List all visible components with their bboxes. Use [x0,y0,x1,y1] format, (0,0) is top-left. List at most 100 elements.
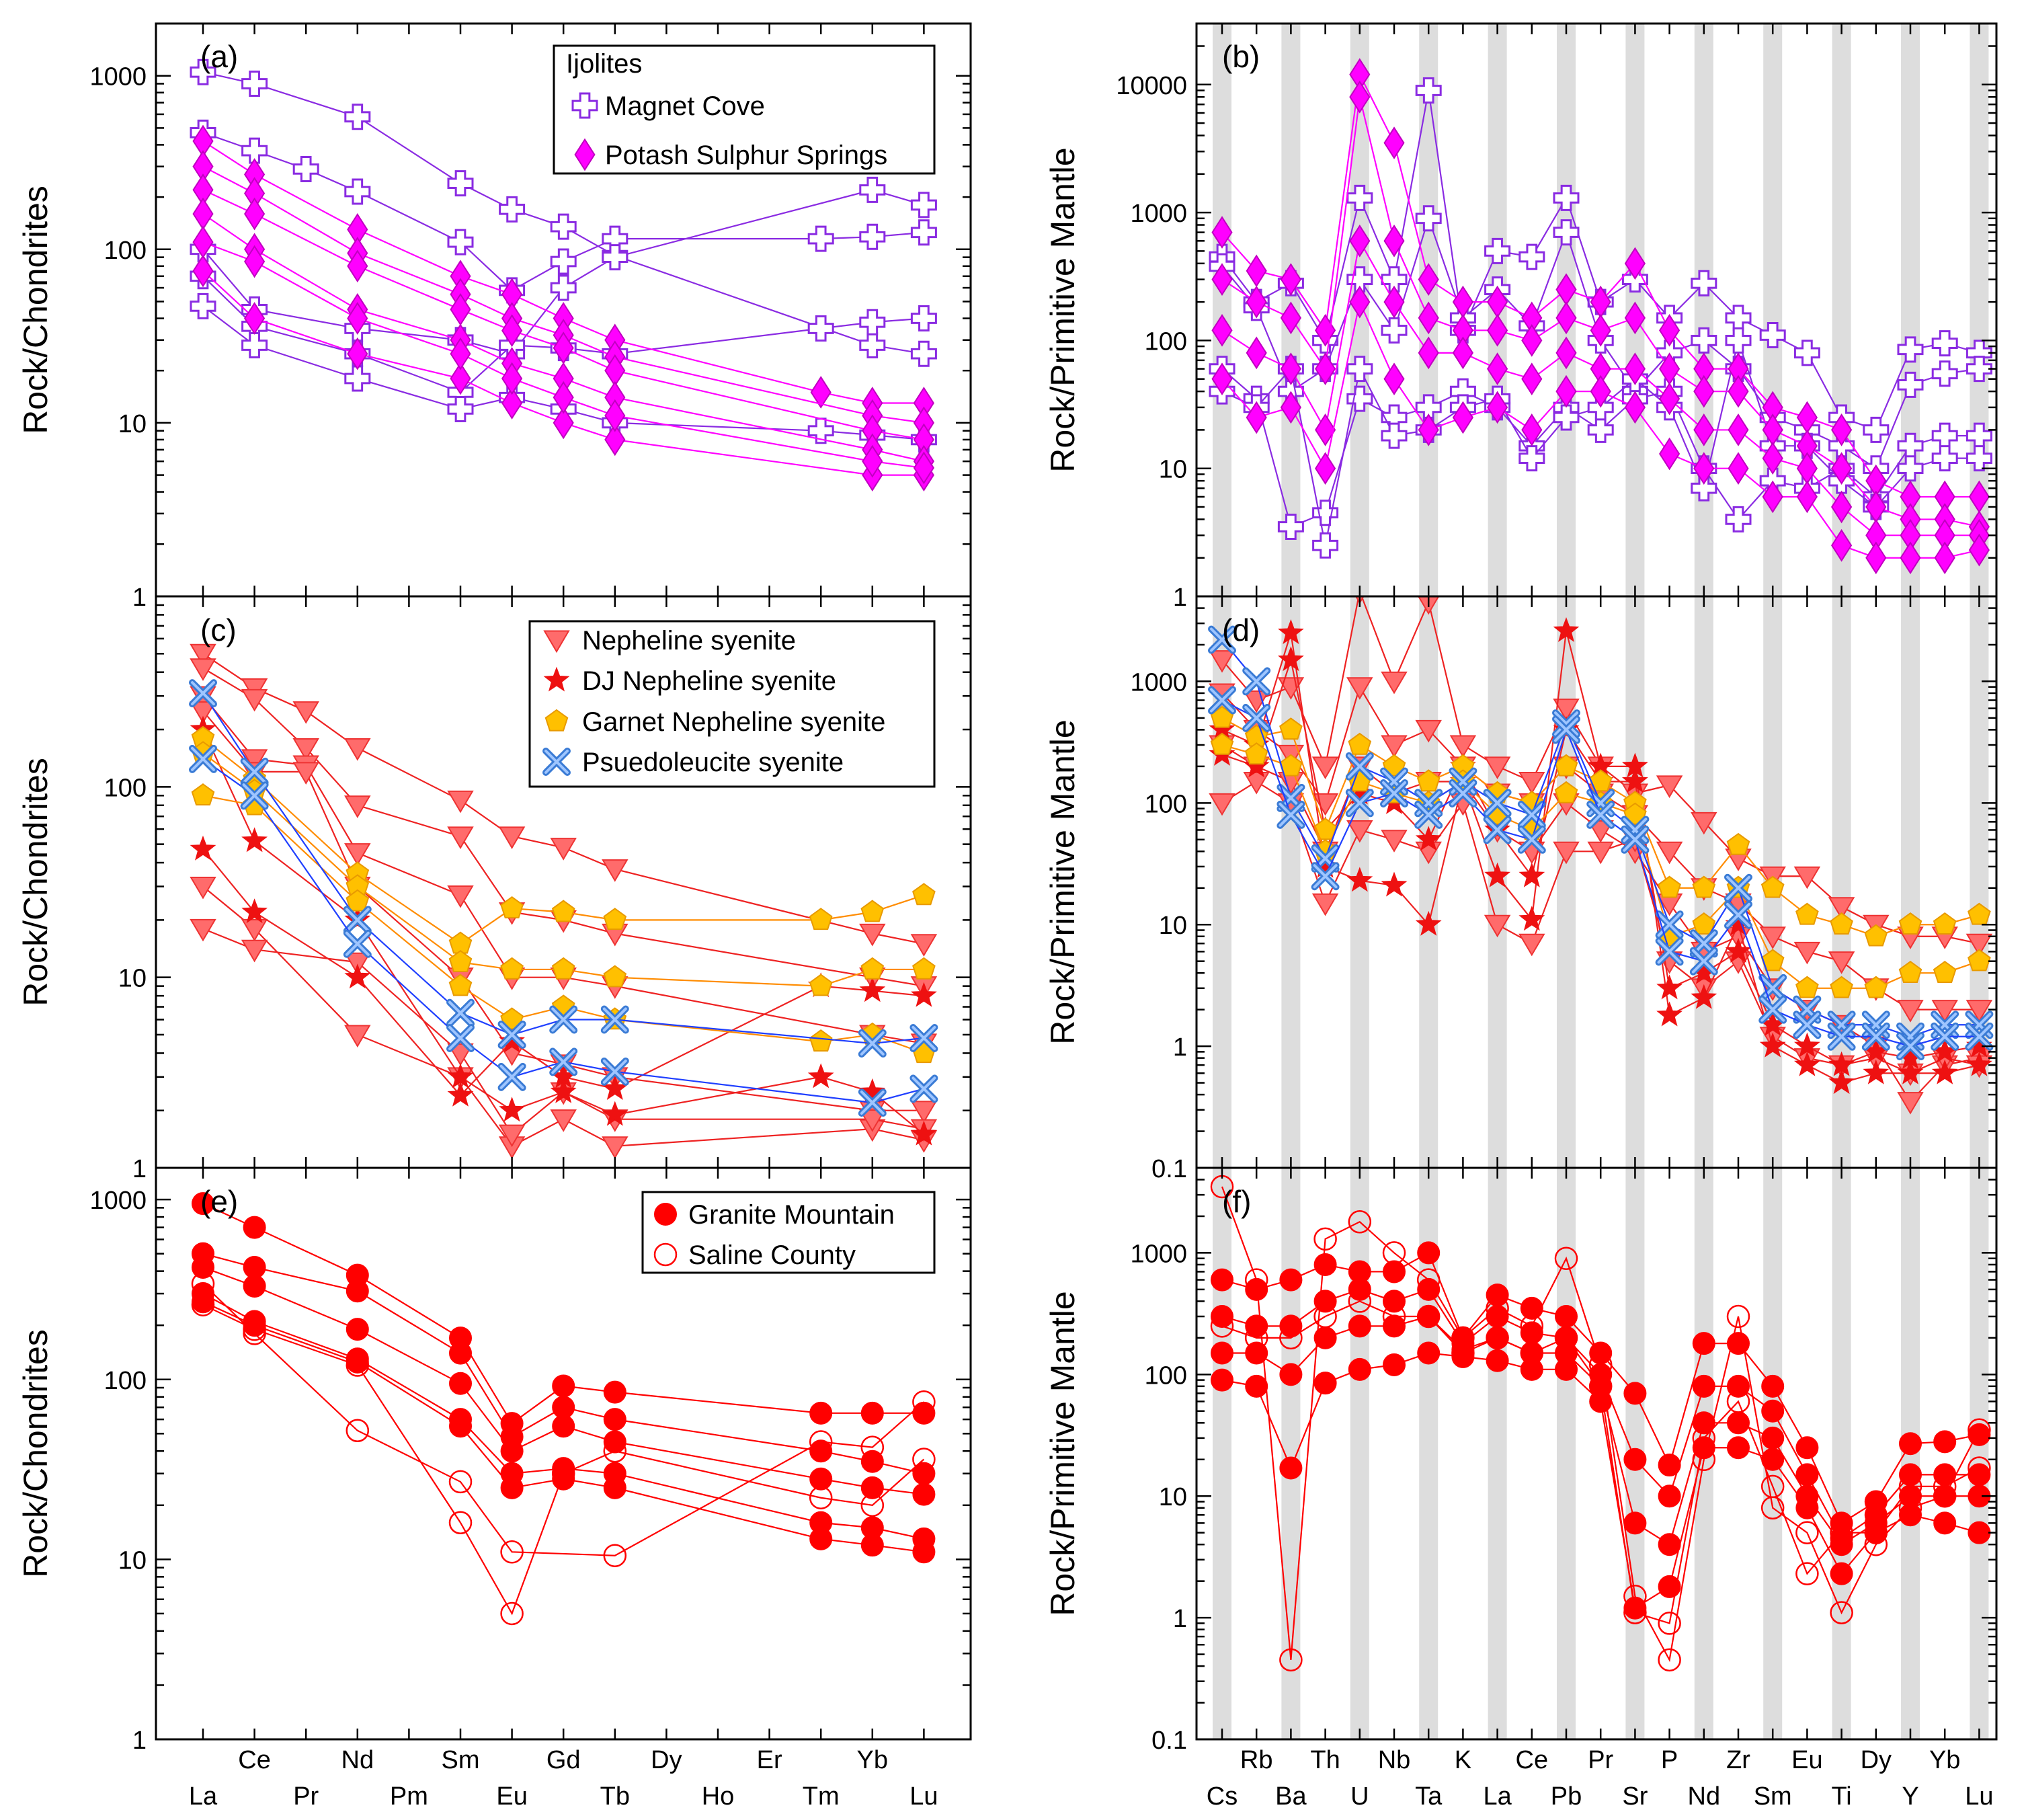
series-line-d-9 [1221,699,1980,1047]
xtick-label-spider-nb: Nb [1378,1746,1411,1774]
series-line-c-2 [202,695,924,1045]
band-f-la [1488,1168,1507,1739]
point-f-1-u [1348,1277,1371,1301]
point-d-4-pb [1553,617,1580,642]
point-d-9-y [1896,1032,1924,1061]
legend-c-label-pseudo: Psuedoleucite syenite [582,748,844,777]
point-c-9-gd [551,957,575,980]
ylabel-f: Rock/Primitive Mantle [1044,1291,1082,1616]
point-d-3-la [1484,914,1511,938]
point-d-4-lu [1966,1051,1992,1076]
point-f-4-dy [1864,1532,1888,1556]
ytick-label-d: 0.1 [1151,1155,1187,1183]
point-a-1-lu [910,219,937,246]
point-c-0-tb [602,859,629,882]
point-d-8-zr [1724,873,1752,902]
point-a-0-ce [241,71,268,97]
point-e-6-gd [551,1462,575,1485]
point-f-3-cs [1211,1368,1233,1392]
series-line-c-0 [202,653,924,945]
point-d-8-la [1483,789,1512,818]
point-b-3-th [1312,532,1339,559]
point-d-5-eu [1793,1032,1820,1058]
point-f-0-nb [1383,1260,1406,1283]
xtick-label-spider-sr: Sr [1622,1782,1648,1811]
band-d-pb [1557,596,1576,1168]
xtick-label-ree-sm: Sm [442,1746,480,1774]
point-a-1-pr [292,155,319,182]
point-b-1-lu [1966,356,1992,383]
legend-symbol-potash [574,138,596,171]
point-e-2-ce [243,1274,266,1298]
point-d-7-pb [1554,781,1578,803]
point-b-3-nb [1381,422,1408,449]
point-a-1-gd [550,248,577,275]
point-f-4-sm [1760,1496,1785,1519]
point-d-0-k [1449,735,1477,758]
point-a-10-yb [862,444,883,478]
ytick-label-b: 10 [1159,456,1187,484]
point-f-4-rb [1244,1268,1268,1292]
point-d-3-u [1346,820,1373,843]
point-b-6-p [1659,382,1680,416]
point-e-0-tm [809,1401,833,1425]
point-b-1-pb [1553,219,1580,246]
point-f-5-zr [1726,1390,1750,1413]
point-e-2-yb [860,1476,884,1499]
point-e-4-tm [809,1527,833,1550]
point-b-7-th [1315,452,1336,485]
xtick-label-ree-eu: Eu [496,1782,527,1811]
xtick-label-spider-ba: Ba [1275,1782,1307,1811]
xtick-label-spider-ti: Ti [1831,1782,1851,1811]
point-b-1-y [1897,371,1924,398]
point-c-10-la [191,783,215,806]
point-c-11-yb [858,1029,887,1058]
band-f-u [1350,1168,1369,1739]
series-panel-f [1210,1175,1991,1672]
point-c-2-nd [344,843,371,866]
point-a-10-eu [501,362,523,395]
legend-c-label-dj: DJ Nepheline syenite [582,666,836,696]
point-f-0-sm [1761,1374,1785,1398]
point-d-9-lu [1965,1022,1994,1051]
point-c-11-lu [909,1023,938,1052]
point-c-4-tb [602,1136,629,1159]
point-e-5-eu [500,1540,524,1564]
axes-panel-d: 0.1 1 10 100 1000 [1130,595,1998,1183]
xtick-label-ree-er: Er [757,1746,782,1774]
point-f-4-ti [1830,1601,1853,1624]
point-e-5-tm [809,1430,833,1454]
point-d-3-pb [1553,841,1580,865]
point-d-3-ce [1518,933,1545,957]
point-c-11-la [189,679,217,708]
point-d-1-sm [1759,926,1786,949]
point-f-0-sr [1623,1382,1647,1405]
ytick-label-e: 1000 [89,1187,147,1215]
point-c-5-ce [241,939,268,963]
point-b-6-ta [1418,336,1439,370]
point-e-0-yb [860,1401,884,1425]
point-d-7-rb [1244,742,1268,765]
point-a-4-sm [447,395,474,422]
point-e-2-eu [500,1439,524,1463]
point-c-5-sm [447,1043,474,1066]
band-f-ti [1832,1168,1851,1739]
point-d-1-nb [1381,735,1408,758]
point-c-2-ce [241,749,268,773]
point-d-9-ba [1277,800,1305,829]
point-f-4-lu [1968,1418,1991,1442]
point-f-2-u [1348,1314,1371,1338]
point-d-8-ce [1517,800,1546,829]
point-d-0-th [1311,756,1339,779]
point-f-3-th [1313,1372,1337,1395]
point-f-4-sr [1623,1585,1647,1608]
point-d-7-yb [1933,960,1957,983]
point-e-1-tb [603,1408,626,1431]
xtick-label-ree-dy: Dy [651,1746,682,1774]
point-f-4-yb [1933,1484,1957,1508]
point-c-10-sm [448,974,473,996]
xtick-label-ree-pr: Pr [293,1782,319,1811]
legend-a-marker-potash [574,138,596,171]
point-d-6-sm [1760,875,1785,898]
point-b-0-nb [1381,266,1408,293]
